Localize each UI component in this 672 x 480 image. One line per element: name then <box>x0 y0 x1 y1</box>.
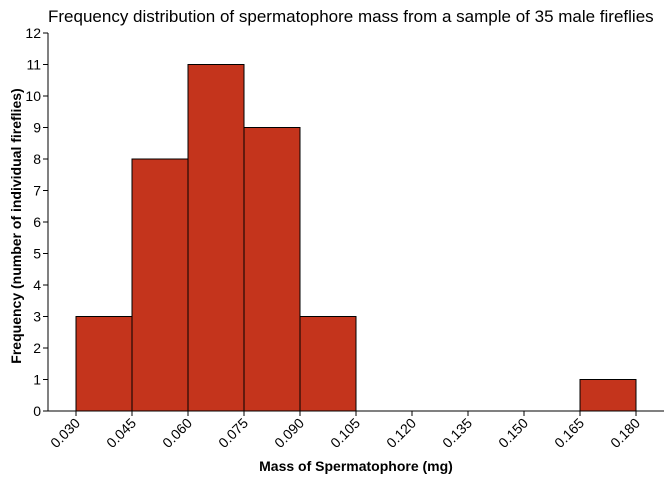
y-tick-label-4: 4 <box>33 277 41 293</box>
bars-group <box>75 64 637 412</box>
x-tick-label-6: 0.120 <box>383 415 419 451</box>
histogram-bar-2 <box>187 64 245 412</box>
y-tick-label-12: 12 <box>25 25 41 41</box>
y-tick-label-11: 11 <box>26 57 41 73</box>
x-tick-label-1: 0.045 <box>103 415 139 451</box>
y-tick-label-10: 10 <box>25 88 41 104</box>
histogram-bar-1 <box>131 158 189 412</box>
y-axis-title: Frequency (number of individual fireflie… <box>8 88 24 363</box>
y-tick-label-3: 3 <box>33 309 41 325</box>
x-tick-label-2: 0.060 <box>159 415 195 451</box>
x-axis-ticks: 0.030 0.045 0.060 0.075 0.090 0.105 0.120 0.135… <box>47 411 643 451</box>
x-axis-title: Mass of Spermatophore (mg) <box>259 458 453 474</box>
histogram-bar-3 <box>243 127 301 412</box>
y-tick-label-1: 1 <box>33 372 41 388</box>
histogram-bar-0 <box>75 316 133 412</box>
x-tick-label-0: 0.030 <box>47 415 83 451</box>
x-tick-label-10: 0.180 <box>607 415 643 451</box>
y-tick-label-8: 8 <box>33 151 41 167</box>
x-tick-label-7: 0.135 <box>439 415 475 451</box>
y-tick-label-6: 6 <box>33 214 41 230</box>
x-tick-label-4: 0.090 <box>271 415 307 451</box>
y-tick-label-5: 5 <box>33 246 41 262</box>
histogram-bar-4 <box>299 316 357 412</box>
y-tick-label-9: 9 <box>33 120 41 136</box>
y-tick-label-2: 2 <box>33 340 41 356</box>
x-tick-label-8: 0.150 <box>495 415 531 451</box>
x-tick-label-9: 0.165 <box>551 415 587 451</box>
y-tick-label-0: 0 <box>33 403 41 419</box>
histogram-bar-5 <box>579 379 637 412</box>
y-tick-label-7: 7 <box>33 183 41 199</box>
x-tick-label-5: 0.105 <box>327 415 363 451</box>
x-tick-label-3: 0.075 <box>215 415 251 451</box>
chart-title: Frequency distribution of spermatophore … <box>48 7 654 26</box>
